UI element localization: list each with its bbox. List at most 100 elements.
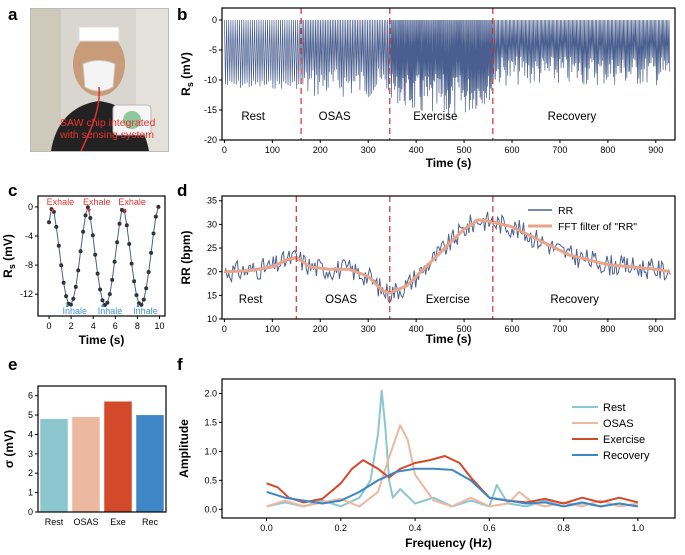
chart-d-xtick-label: 500 xyxy=(457,324,472,334)
chart-c-point xyxy=(105,300,110,305)
chart-d-ytick-label: 35 xyxy=(207,196,217,206)
chart-c-point xyxy=(127,242,132,246)
chart-c-point xyxy=(146,270,151,274)
chart-b-xtick-label: 800 xyxy=(600,145,615,155)
chart-f-series-exercise xyxy=(266,455,639,505)
chart-c-point xyxy=(64,294,69,299)
chart-c-point xyxy=(132,279,137,284)
chart-f-xtick-label: 1.0 xyxy=(632,523,645,533)
chart-b-frame xyxy=(221,7,676,141)
panel-e-label: e xyxy=(8,355,17,374)
chart-e: Rest OSAS Exe Rec 0 1 2 3 4 5 6 σ (mV) xyxy=(2,385,167,527)
chart-c-point xyxy=(117,221,122,226)
chart-d-region-label: Rest xyxy=(239,294,263,306)
chart-c-point xyxy=(76,268,81,273)
chart-b-region-label: Rest xyxy=(241,111,265,123)
chart-c-ylabel: Rs (mV) xyxy=(1,234,17,278)
chart-c-point xyxy=(124,223,129,228)
chart-d-ytick-label: 20 xyxy=(207,267,217,277)
chart-c-inhale-marker xyxy=(65,303,69,307)
chart-d-frame xyxy=(221,195,676,320)
chart-c-point xyxy=(71,296,76,301)
chart-c-point xyxy=(54,224,59,229)
chart-b-xtick-label: 500 xyxy=(457,145,472,155)
chart-d-region-label: Recovery xyxy=(550,294,599,306)
chart-b-xtick-label: 900 xyxy=(648,145,663,155)
chart-e-ytick-label: 0 xyxy=(28,507,33,517)
panel-f-label: f xyxy=(177,355,183,374)
chart-f-frame xyxy=(221,378,676,519)
chart-c-point xyxy=(93,252,98,257)
chart-c-point xyxy=(151,231,156,236)
chart-c-point xyxy=(141,297,146,302)
chart-c-point xyxy=(95,271,100,276)
chart-b-region-label: Recovery xyxy=(548,111,597,123)
chart-c-point xyxy=(112,259,117,264)
chart-f-legend-label: Rest xyxy=(603,402,626,414)
chart-d-ytick-label: 25 xyxy=(207,243,217,253)
chart-f-xtick-label: 0.8 xyxy=(557,523,570,533)
chart-f-series-osas xyxy=(266,424,639,508)
chart-c-xtick-label: 6 xyxy=(113,321,118,331)
chart-f-series-recovery xyxy=(266,467,639,508)
chart-c-point xyxy=(110,277,115,282)
chart-d-ylabel: RR (bpm) xyxy=(179,231,193,285)
chart-c-inhale-label: Inhale xyxy=(98,306,123,316)
chart-e-ytick-label: 3 xyxy=(28,449,33,459)
chart-b-ylabel: Rs (mV) xyxy=(179,52,195,96)
chart-c-xtick-label: 2 xyxy=(69,321,74,331)
chart-c-point xyxy=(134,293,139,298)
chart-e-ytick-label: 1 xyxy=(28,488,33,498)
chart-e-bar xyxy=(40,418,68,512)
chart-f-ytick-label: 2.0 xyxy=(204,388,217,398)
chart-d-legend-fft-label: FFT filter of "RR" xyxy=(558,221,637,233)
chart-f-xtick-label: 0.4 xyxy=(409,523,422,533)
chart-c-ytick-label: -8 xyxy=(25,260,33,270)
chart-c-point xyxy=(73,284,78,289)
chart-d-xtick-label: 900 xyxy=(648,324,663,334)
wearable-photo xyxy=(30,8,169,152)
chart-f-xtick-label: 0.0 xyxy=(260,523,273,533)
chart-c-xlabel: Time (s) xyxy=(79,333,125,347)
chart-f-ytick-label: 1.5 xyxy=(204,417,217,427)
chart-c-point xyxy=(144,286,149,291)
chart-c-ytick-label: -4 xyxy=(25,231,33,241)
chart-d-legend-rr-label: RR xyxy=(558,205,574,217)
panel-a-label: a xyxy=(8,5,18,24)
chart-c-point xyxy=(83,213,88,218)
chart-c-exhale-marker xyxy=(123,209,127,213)
chart-c-exhale-label: Exhale xyxy=(83,197,111,207)
chart-d-region-label: Exercise xyxy=(426,294,470,306)
chart-c-point xyxy=(59,263,64,268)
chart-c-xtick-label: 8 xyxy=(135,321,140,331)
chart-c-inhale-label: Inhale xyxy=(62,306,87,316)
chart-f-ytick-label: 1.0 xyxy=(204,446,217,456)
chart-f-xlabel: Frequency (Hz) xyxy=(405,536,492,550)
chart-e-category-label: Exe xyxy=(110,517,126,527)
chart-b-xtick-label: 100 xyxy=(265,145,280,155)
chart-c-point xyxy=(47,220,51,225)
chart-e-ylabel: σ (mV) xyxy=(2,430,16,468)
chart-d-xtick-label: 100 xyxy=(265,324,280,334)
chart-c-point xyxy=(61,280,66,285)
chart-f: Rest OSAS Exercise Recovery 0.0 0.2 0.4 0.6 0.8 1… xyxy=(177,378,676,550)
chart-d-xtick-label: 300 xyxy=(361,324,376,334)
chart-c-exhale-marker xyxy=(51,209,55,213)
chart-c-signal-line xyxy=(48,206,159,306)
chart-d-xtick-label: 800 xyxy=(600,324,615,334)
chart-e-bar xyxy=(104,401,132,512)
chart-f-ytick-label: 0.0 xyxy=(204,504,217,514)
chart-f-ytick-label: 0.5 xyxy=(204,475,217,485)
chart-c-point xyxy=(129,261,134,266)
chart-c-point xyxy=(115,240,120,245)
chart-c-frame xyxy=(37,195,166,317)
chart-c-point xyxy=(98,287,103,292)
chart-d-xtick-label: 400 xyxy=(409,324,424,334)
photo-caption-2: with sensing system xyxy=(59,129,154,141)
chart-c: Exhale Exhale Exhale Inhale Inhale Inhale 0 2 4 6… xyxy=(1,195,166,347)
photo-caption-1: SAW chip integrated xyxy=(60,117,155,129)
chart-c-point xyxy=(56,243,61,248)
chart-b-ytick-label: -20 xyxy=(204,135,217,145)
chart-e-category-label: Rest xyxy=(45,517,64,527)
chart-c-exhale-label: Exhale xyxy=(47,197,75,207)
